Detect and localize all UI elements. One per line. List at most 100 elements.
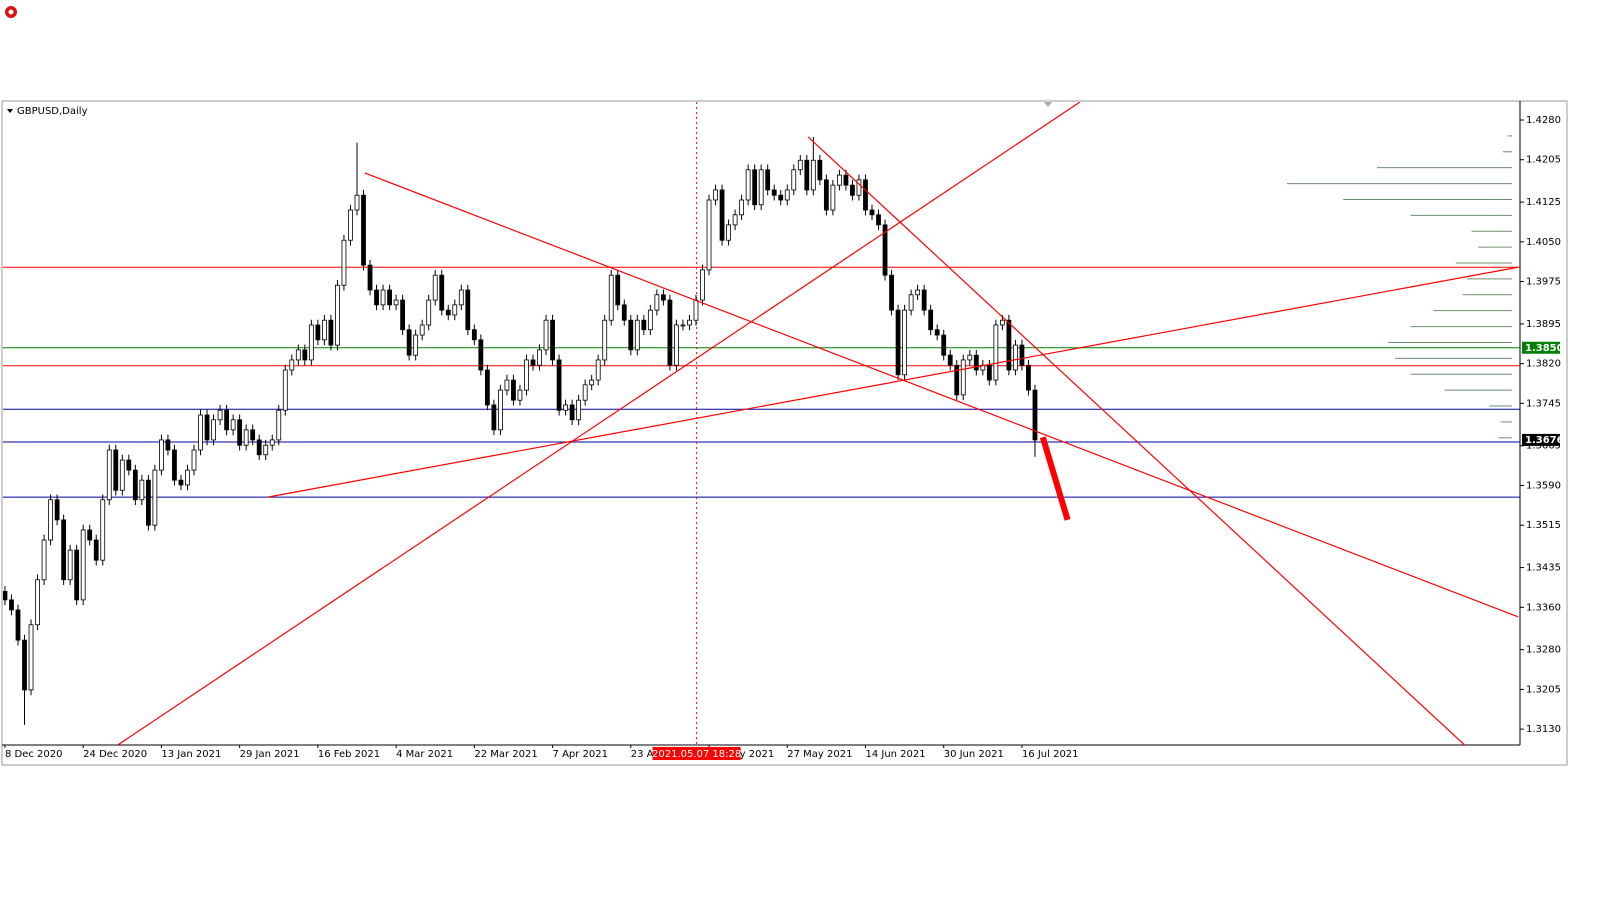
candle-body (954, 364, 960, 396)
candle-body (1032, 389, 1038, 441)
candle-body (211, 419, 216, 441)
candle-body (850, 184, 855, 196)
trend-line (807, 136, 1465, 745)
candle-body (426, 299, 432, 326)
candle-body (823, 179, 829, 211)
candle-body (797, 159, 803, 171)
candle-body (674, 324, 679, 366)
candle-body (48, 499, 53, 541)
candle-body (739, 199, 745, 216)
price-label-box (1522, 433, 1560, 446)
candle-body (289, 359, 295, 371)
x-tick-label: 16 Feb 2021 (318, 749, 380, 760)
candle-body (660, 294, 666, 301)
candle-body (41, 539, 47, 581)
candle-body (882, 224, 888, 276)
y-tick-label: 1.4280 (1526, 115, 1561, 126)
candle-body (28, 624, 34, 691)
candle-body (380, 289, 386, 306)
candle-body (269, 439, 275, 446)
candle-body (445, 309, 451, 316)
candle-body (217, 409, 223, 421)
candle-body (126, 459, 132, 471)
candle-body (295, 349, 301, 361)
y-tick-label: 1.4050 (1526, 237, 1561, 248)
candle-body (172, 449, 177, 481)
candle-body (830, 184, 836, 211)
candle-body (315, 324, 321, 341)
candle-body (100, 499, 106, 561)
candle-body (706, 199, 712, 271)
candle-body (1013, 344, 1018, 371)
candle-body (589, 379, 595, 386)
candle-body (419, 324, 425, 336)
y-tick-label: 1.3205 (1526, 684, 1561, 695)
y-tick-label: 1.3665 (1526, 441, 1561, 452)
y-tick-label: 1.3130 (1526, 724, 1561, 735)
logo (5, 6, 17, 18)
arrow (1039, 436, 1071, 521)
candle-body (960, 359, 966, 396)
candle-body (321, 319, 327, 341)
candle-body (198, 414, 203, 451)
candle-body (889, 274, 894, 311)
x-tick-label: 4 Mar 2021 (396, 749, 453, 760)
candle-body (621, 304, 627, 321)
candle-body (276, 409, 282, 441)
candle-body (947, 354, 953, 366)
candle-body (641, 319, 647, 331)
candle-body (784, 189, 790, 201)
candle-body (693, 299, 699, 321)
candle-body (934, 329, 940, 336)
candle-body (634, 319, 640, 351)
candle-body (465, 289, 471, 331)
candle-body (524, 359, 529, 391)
candle-body (517, 389, 523, 401)
y-tick-label: 1.3895 (1526, 319, 1561, 330)
candle-body (87, 529, 93, 541)
candle-body (452, 304, 458, 316)
y-tick-label: 1.3820 (1526, 359, 1561, 370)
candle-body (765, 169, 771, 191)
candle-body (967, 354, 973, 361)
candle-body (550, 319, 555, 361)
x-tick-label: 27 May 2021 (787, 749, 852, 760)
candle-body (810, 159, 816, 191)
candle-body (93, 539, 99, 561)
candle-body (250, 429, 256, 441)
candle-body (185, 469, 190, 486)
candle-body (230, 419, 236, 431)
candle-body (224, 409, 230, 431)
x-tick-label: 14 Jun 2021 (865, 749, 925, 760)
candle-body (504, 379, 510, 391)
candle-body (74, 549, 80, 601)
x-tick-label: 13 Jan 2021 (161, 749, 221, 760)
candle-body (139, 479, 145, 501)
y-tick-label: 1.3745 (1526, 398, 1561, 409)
candle-body (595, 359, 601, 381)
candle-body (498, 389, 503, 431)
candle-body (354, 194, 360, 211)
candle-body (1019, 344, 1025, 366)
candle-body (1026, 364, 1031, 391)
candle-body (726, 224, 731, 241)
candle-body (647, 309, 653, 331)
candle-body (817, 159, 823, 181)
candle-body (328, 319, 334, 346)
candle-body (406, 329, 412, 356)
candle-body (263, 444, 269, 456)
candle-body (569, 404, 575, 421)
chart-title: GBPUSD,Daily (17, 106, 88, 117)
trend-line (364, 172, 1519, 618)
candle-body (537, 349, 542, 366)
candle-body (152, 469, 158, 526)
candle-body (745, 169, 751, 201)
y-tick-label: 1.3280 (1526, 645, 1561, 656)
candle-body (687, 319, 692, 326)
candle-body (563, 404, 569, 411)
candle-body (413, 334, 419, 356)
candle-body (902, 309, 907, 376)
candle-body (732, 214, 738, 226)
